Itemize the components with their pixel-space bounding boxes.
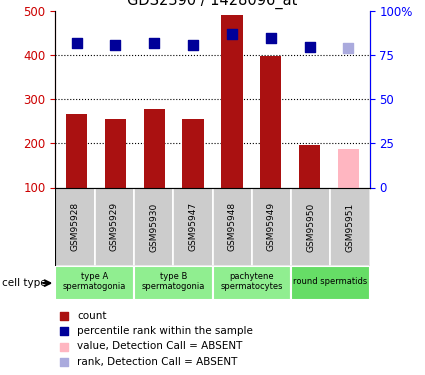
- Text: GSM95928: GSM95928: [71, 202, 79, 251]
- Text: round spermatids: round spermatids: [293, 277, 368, 286]
- Text: rank, Detection Call = ABSENT: rank, Detection Call = ABSENT: [77, 357, 237, 367]
- Title: GDS2390 / 1428096_at: GDS2390 / 1428096_at: [128, 0, 298, 9]
- Bar: [134, 266, 212, 300]
- Text: type B
spermatogonia: type B spermatogonia: [142, 272, 205, 291]
- Point: [229, 31, 235, 37]
- Bar: [291, 266, 370, 300]
- Text: count: count: [77, 311, 106, 321]
- Text: GSM95930: GSM95930: [149, 202, 158, 252]
- Point: [345, 45, 352, 51]
- Point: [73, 40, 80, 46]
- Point: [306, 44, 313, 50]
- Point: [61, 344, 68, 350]
- Bar: [94, 188, 134, 266]
- Text: percentile rank within the sample: percentile rank within the sample: [77, 326, 253, 336]
- Text: GSM95948: GSM95948: [228, 202, 237, 251]
- Point: [267, 35, 274, 41]
- Bar: [55, 266, 134, 300]
- Point: [61, 358, 68, 364]
- Point: [151, 40, 158, 46]
- Point: [61, 313, 68, 319]
- Bar: [66, 114, 87, 188]
- Bar: [331, 188, 370, 266]
- Bar: [212, 188, 252, 266]
- Text: GSM95947: GSM95947: [188, 202, 197, 251]
- Bar: [338, 149, 359, 188]
- Text: GSM95929: GSM95929: [110, 202, 119, 251]
- Point: [61, 328, 68, 334]
- Bar: [144, 109, 165, 188]
- Bar: [105, 119, 126, 188]
- Text: GSM95950: GSM95950: [306, 202, 315, 252]
- Bar: [221, 15, 243, 188]
- Bar: [291, 188, 331, 266]
- Text: type A
spermatogonia: type A spermatogonia: [63, 272, 126, 291]
- Point: [190, 42, 196, 48]
- Bar: [55, 188, 94, 266]
- Bar: [134, 188, 173, 266]
- Text: cell type: cell type: [2, 278, 47, 288]
- Bar: [260, 56, 281, 188]
- Text: GSM95951: GSM95951: [346, 202, 354, 252]
- Point: [112, 42, 119, 48]
- Text: value, Detection Call = ABSENT: value, Detection Call = ABSENT: [77, 342, 242, 351]
- Text: GSM95949: GSM95949: [267, 202, 276, 251]
- Bar: [212, 266, 291, 300]
- Text: pachytene
spermatocytes: pachytene spermatocytes: [221, 272, 283, 291]
- Bar: [299, 145, 320, 188]
- Bar: [252, 188, 291, 266]
- Bar: [173, 188, 212, 266]
- Bar: [182, 119, 204, 188]
